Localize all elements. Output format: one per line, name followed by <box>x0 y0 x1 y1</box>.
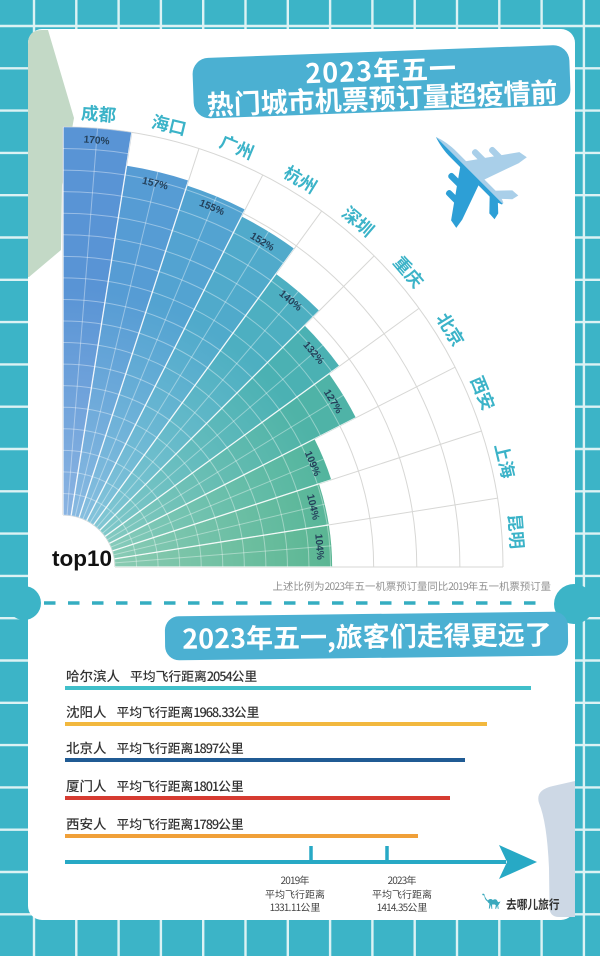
svg-text:104%: 104% <box>312 533 325 560</box>
svg-text:top10: top10 <box>52 546 112 571</box>
svg-text:170%: 170% <box>83 134 110 147</box>
